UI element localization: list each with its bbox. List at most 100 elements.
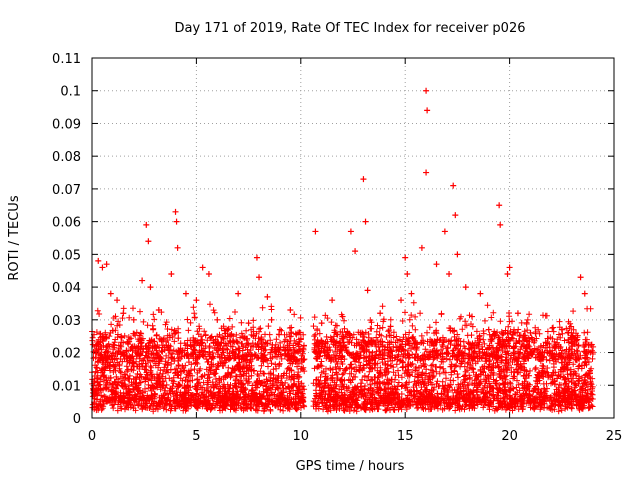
data-point bbox=[130, 316, 137, 323]
y-tick-label: 0.02 bbox=[52, 347, 81, 362]
y-tick-labels: 0 0.01 0.02 0.03 0.04 0.05 0.06 0.07 0.08 0.09 0.1… bbox=[52, 52, 81, 427]
data-point bbox=[329, 297, 336, 304]
x-tick-label: 15 bbox=[397, 429, 414, 444]
y-tick-label: 0.04 bbox=[52, 281, 81, 296]
data-point bbox=[527, 329, 534, 336]
data-point bbox=[168, 271, 175, 277]
y-axis-label: ROTI / TECUs bbox=[7, 195, 22, 280]
data-point bbox=[264, 293, 271, 300]
data-point bbox=[402, 254, 409, 261]
y-tick-label: 0.1 bbox=[60, 85, 81, 100]
data-point bbox=[423, 87, 430, 94]
data-point bbox=[107, 290, 114, 297]
x-tick-label: 25 bbox=[606, 429, 623, 444]
data-point bbox=[199, 264, 206, 271]
data-point bbox=[214, 316, 221, 323]
data-point bbox=[347, 228, 354, 235]
plot-frame bbox=[91, 57, 615, 419]
dense-data-cloud bbox=[89, 299, 597, 415]
data-points bbox=[89, 87, 597, 415]
data-point bbox=[514, 310, 521, 317]
data-point bbox=[143, 221, 150, 228]
y-tick-label: 0.07 bbox=[52, 183, 81, 198]
data-point bbox=[418, 244, 425, 251]
data-point bbox=[506, 264, 513, 271]
data-point bbox=[268, 316, 275, 323]
data-point bbox=[352, 248, 359, 255]
data-point bbox=[172, 208, 179, 215]
data-point bbox=[446, 271, 453, 277]
y-tick-label: 0.06 bbox=[52, 216, 81, 231]
y-tick-label: 0.03 bbox=[52, 314, 81, 329]
data-point bbox=[99, 264, 106, 271]
data-point bbox=[205, 271, 212, 277]
data-point bbox=[558, 326, 565, 333]
y-tick-label: 0 bbox=[73, 412, 81, 427]
data-point bbox=[433, 261, 440, 268]
data-point bbox=[423, 169, 430, 176]
x-axis-label: GPS time / hours bbox=[296, 459, 405, 474]
data-point bbox=[404, 271, 411, 277]
data-point bbox=[452, 212, 459, 219]
axis-ticks bbox=[91, 57, 615, 419]
data-point bbox=[120, 310, 127, 317]
data-point bbox=[339, 313, 346, 320]
data-point bbox=[577, 274, 584, 281]
data-point bbox=[462, 284, 469, 291]
data-point bbox=[496, 202, 503, 209]
data-point bbox=[139, 277, 146, 284]
x-tick-label: 0 bbox=[88, 429, 96, 444]
data-point bbox=[297, 336, 304, 343]
data-point bbox=[114, 297, 121, 304]
data-point bbox=[173, 218, 180, 225]
data-point bbox=[469, 313, 476, 320]
data-point bbox=[174, 244, 181, 251]
data-point bbox=[477, 290, 484, 297]
data-point bbox=[253, 254, 260, 261]
data-point bbox=[235, 290, 242, 297]
data-point bbox=[408, 290, 415, 297]
data-point bbox=[276, 326, 283, 333]
data-point bbox=[581, 290, 588, 297]
data-point bbox=[95, 257, 102, 264]
y-tick-label: 0.01 bbox=[52, 379, 81, 394]
data-point bbox=[377, 310, 384, 317]
data-point bbox=[424, 107, 431, 114]
data-point bbox=[318, 320, 325, 327]
data-point bbox=[548, 352, 555, 359]
data-point bbox=[145, 238, 152, 245]
x-tick-label: 20 bbox=[501, 429, 518, 444]
y-tick-label: 0.09 bbox=[52, 117, 81, 132]
data-point bbox=[147, 284, 154, 291]
data-point bbox=[504, 271, 511, 277]
x-tick-label: 10 bbox=[293, 429, 310, 444]
data-point bbox=[454, 251, 461, 258]
data-point bbox=[193, 297, 200, 304]
x-tick-label: 5 bbox=[192, 429, 200, 444]
data-point bbox=[485, 326, 492, 333]
data-point bbox=[256, 274, 263, 281]
data-point bbox=[182, 290, 189, 297]
data-point bbox=[441, 228, 448, 235]
data-point bbox=[450, 182, 457, 189]
y-tick-label: 0.11 bbox=[52, 52, 81, 67]
y-tick-label: 0.05 bbox=[52, 248, 81, 263]
data-point bbox=[155, 307, 162, 313]
data-point bbox=[360, 176, 367, 183]
x-tick-labels: 0 5 10 15 20 25 bbox=[88, 429, 622, 444]
data-point bbox=[245, 320, 252, 327]
data-point bbox=[497, 221, 504, 228]
data-point bbox=[312, 228, 319, 235]
data-point bbox=[287, 307, 294, 313]
data-point bbox=[364, 287, 371, 294]
y-tick-label: 0.08 bbox=[52, 150, 81, 165]
data-point bbox=[362, 218, 369, 225]
chart-title: Day 171 of 2019, Rate Of TEC Index for r… bbox=[175, 21, 526, 36]
data-point bbox=[537, 343, 544, 349]
data-point bbox=[398, 297, 405, 304]
data-point bbox=[103, 261, 110, 268]
data-point bbox=[224, 333, 231, 340]
data-point bbox=[569, 343, 576, 349]
data-point bbox=[387, 323, 394, 330]
